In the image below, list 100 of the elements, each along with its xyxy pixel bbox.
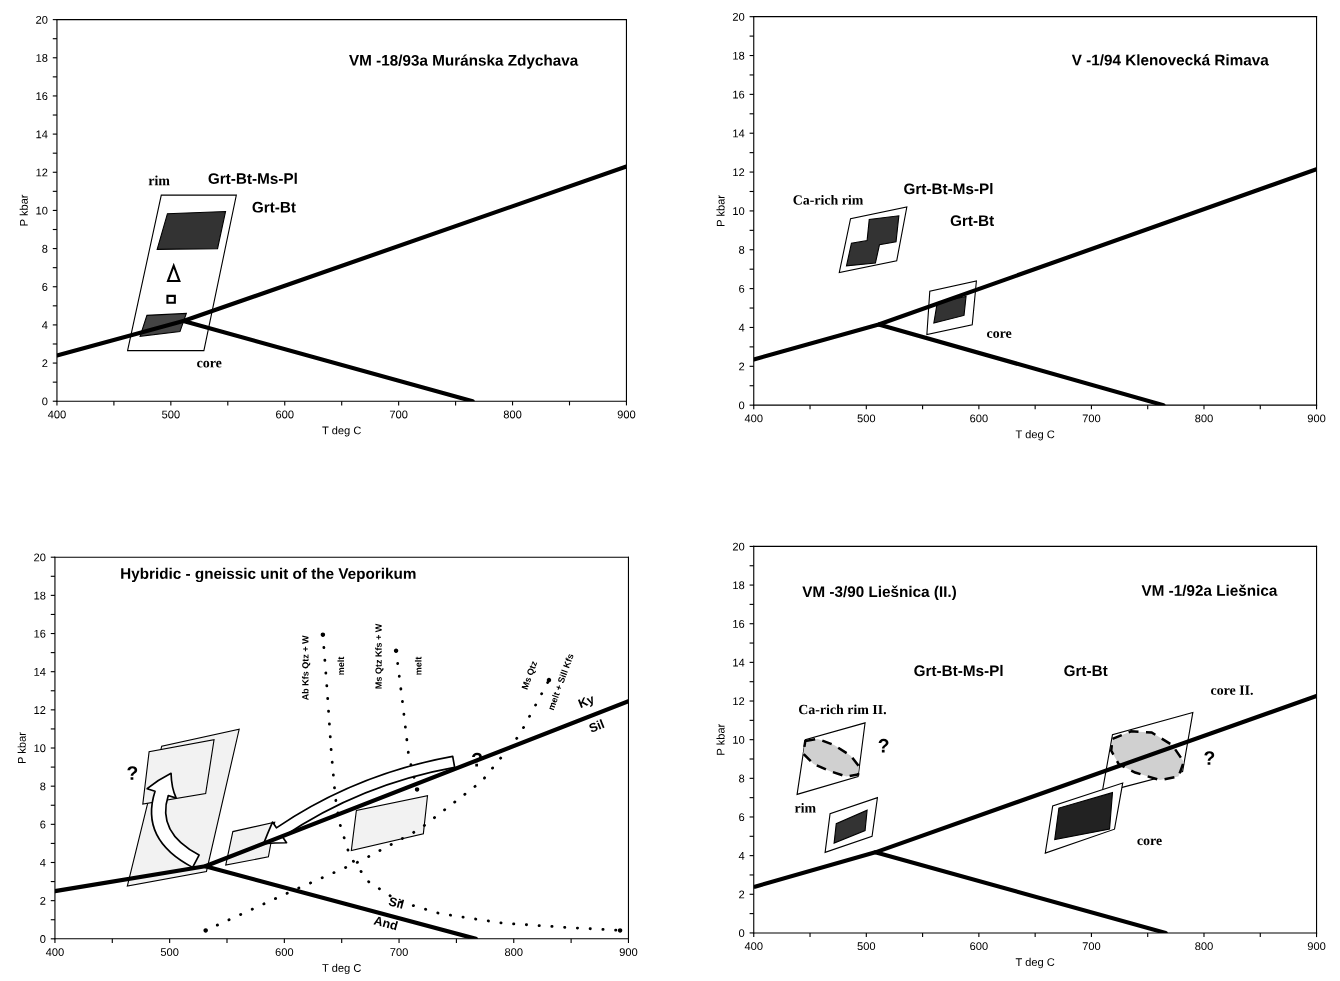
x-tick-label: 500: [160, 948, 179, 957]
annotation: And: [373, 915, 399, 931]
annotation: Ca-rich rim II.: [798, 704, 886, 715]
annotation: Grt-Bt: [1064, 665, 1108, 677]
y-axis-title: P kbar: [716, 723, 725, 755]
x-tick-label: 700: [1082, 414, 1101, 423]
annotation: Grt-Bt: [252, 201, 296, 213]
x-tick-label: 500: [857, 414, 876, 423]
y-tick-label: 10: [36, 206, 48, 215]
y-tick-label: 8: [40, 782, 46, 791]
x-tick-label: 400: [744, 942, 763, 951]
x-tick-label: 900: [1307, 414, 1326, 423]
x-tick-label: 800: [503, 410, 522, 419]
y-tick-label: 14: [36, 130, 48, 139]
annotation: core II.: [1211, 685, 1253, 695]
y-tick-label: 18: [733, 581, 745, 590]
x-tick-label: 900: [619, 948, 638, 957]
y-tick-label: 12: [36, 168, 48, 177]
y-tick-label: 0: [40, 935, 46, 943]
y-axis-title: P kbar: [716, 195, 725, 226]
y-axis-title: P kbar: [19, 194, 28, 226]
x-tick-label: 800: [1195, 942, 1213, 951]
annotation: VM -1/92a Liešnica: [1141, 584, 1278, 597]
y-tick-label: 2: [42, 359, 48, 368]
y-tick-label: 0: [738, 929, 745, 938]
y-tick-label: 0: [738, 401, 745, 410]
annotation: rim: [794, 802, 816, 813]
x-tick-label: 400: [744, 414, 763, 423]
y-tick-label: 10: [34, 744, 46, 753]
y-tick-label: 6: [40, 820, 46, 829]
y-tick-label: 6: [42, 283, 48, 291]
annotation: melt: [414, 656, 422, 675]
y-tick-label: 4: [738, 852, 745, 860]
x-tick-label: 600: [276, 410, 294, 419]
x-tick-label: 700: [390, 948, 408, 957]
annotation: ?: [127, 766, 138, 780]
annotation: V -1/94 Klenovecká Rimava: [1071, 54, 1269, 66]
y-tick-label: 4: [39, 858, 46, 867]
x-tick-label: 600: [275, 948, 294, 957]
y-tick-label: 12: [34, 706, 46, 714]
y-tick-label: 14: [733, 658, 745, 667]
annotation: ?: [878, 738, 889, 753]
y-tick-label: 12: [733, 168, 745, 177]
annotation: melt + Sill Kfs: [547, 653, 574, 711]
y-tick-label: 6: [739, 284, 745, 293]
annotation: rim: [148, 175, 170, 186]
annotation: Ca-rich rim: [793, 194, 864, 205]
y-tick-label: 4: [738, 323, 745, 332]
y-tick-label: 20: [34, 553, 46, 562]
y-tick-label: 10: [733, 735, 745, 744]
y-tick-label: 2: [739, 362, 745, 371]
x-axis-title: T deg C: [1015, 430, 1055, 441]
y-tick-label: 14: [34, 668, 46, 676]
y-tick-label: 8: [739, 774, 745, 783]
y-tick-label: 20: [732, 542, 745, 551]
x-tick-label: 600: [970, 942, 988, 951]
annotation: Sil: [388, 896, 405, 909]
y-tick-label: 0: [42, 397, 48, 406]
x-tick-label: 700: [1082, 942, 1101, 951]
y-tick-label: 16: [733, 90, 745, 99]
annotation: Grt-Bt-Ms-Pl: [914, 664, 1003, 677]
y-tick-label: 2: [739, 890, 745, 899]
x-tick-label: 400: [47, 410, 66, 419]
x-tick-label: 500: [162, 410, 180, 419]
x-tick-label: 400: [45, 948, 64, 957]
y-axis-title: P kbar: [17, 732, 26, 764]
annotation: Grt-Bt: [950, 215, 994, 227]
annotation: VM -3/90 Liešnica (II.): [802, 585, 956, 601]
y-tick-label: 2: [40, 896, 46, 905]
x-tick-label: 800: [1195, 414, 1213, 423]
x-tick-label: 800: [504, 948, 523, 957]
annotation: VM -18/93a Muránska Zdychava: [349, 54, 579, 69]
x-axis-title: T deg C: [322, 963, 361, 975]
x-axis-title: T deg C: [1015, 957, 1055, 969]
x-tick-label: 900: [1307, 942, 1326, 951]
annotation: Ms Qtz Kfs + W: [375, 623, 384, 689]
y-tick-label: 18: [36, 54, 48, 62]
y-tick-label: 4: [42, 321, 48, 329]
y-tick-label: 20: [36, 15, 48, 24]
y-tick-label: 18: [34, 591, 46, 600]
annotation: core: [197, 360, 222, 368]
y-tick-label: 16: [34, 629, 46, 638]
annotation: core: [987, 331, 1012, 338]
annotation: ?: [1204, 751, 1215, 765]
y-tick-label: 16: [36, 92, 48, 101]
x-tick-label: 900: [617, 410, 636, 419]
y-tick-label: 16: [733, 619, 745, 628]
x-axis-title: T deg C: [322, 426, 361, 437]
annotation: melt: [337, 656, 345, 675]
y-tick-label: 12: [733, 697, 745, 706]
y-tick-label: 8: [42, 244, 48, 253]
annotation: Hybridic - gneissic unit of the Veporikum: [121, 567, 416, 583]
y-tick-label: 14: [733, 129, 745, 138]
annotation: Ms Qtz: [521, 660, 539, 691]
x-tick-label: 700: [389, 410, 408, 419]
annotation: Grt-Bt-Ms-Pl: [904, 183, 993, 195]
x-tick-label: 600: [970, 414, 988, 423]
annotation: Sil: [588, 719, 605, 733]
annotation: Ky: [577, 694, 597, 711]
y-tick-label: 18: [733, 51, 745, 60]
